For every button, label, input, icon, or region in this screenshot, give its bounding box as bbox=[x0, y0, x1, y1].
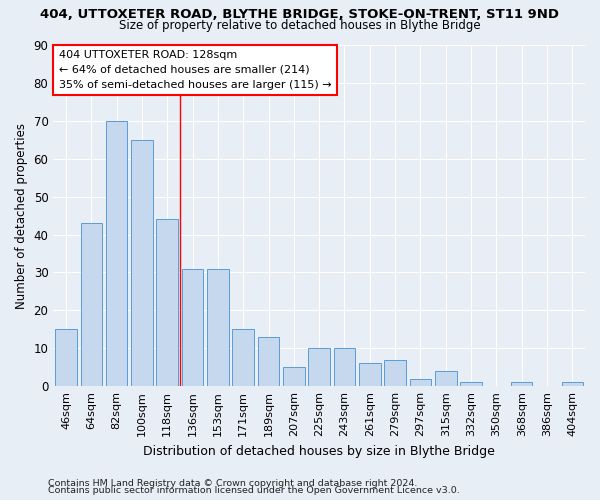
Text: 404 UTTOXETER ROAD: 128sqm
← 64% of detached houses are smaller (214)
35% of sem: 404 UTTOXETER ROAD: 128sqm ← 64% of deta… bbox=[59, 50, 331, 90]
Bar bbox=[232, 330, 254, 386]
X-axis label: Distribution of detached houses by size in Blythe Bridge: Distribution of detached houses by size … bbox=[143, 444, 495, 458]
Bar bbox=[258, 337, 279, 386]
Text: Contains HM Land Registry data © Crown copyright and database right 2024.: Contains HM Land Registry data © Crown c… bbox=[48, 478, 418, 488]
Bar bbox=[334, 348, 355, 386]
Text: Contains public sector information licensed under the Open Government Licence v3: Contains public sector information licen… bbox=[48, 486, 460, 495]
Bar bbox=[106, 121, 127, 386]
Bar bbox=[55, 330, 77, 386]
Bar bbox=[207, 268, 229, 386]
Bar bbox=[511, 382, 532, 386]
Bar bbox=[359, 364, 380, 386]
Bar bbox=[80, 223, 102, 386]
Text: Size of property relative to detached houses in Blythe Bridge: Size of property relative to detached ho… bbox=[119, 19, 481, 32]
Bar bbox=[410, 378, 431, 386]
Bar bbox=[283, 367, 305, 386]
Y-axis label: Number of detached properties: Number of detached properties bbox=[15, 122, 28, 308]
Bar bbox=[182, 268, 203, 386]
Bar bbox=[308, 348, 330, 386]
Bar bbox=[460, 382, 482, 386]
Bar bbox=[157, 220, 178, 386]
Bar bbox=[385, 360, 406, 386]
Text: 404, UTTOXETER ROAD, BLYTHE BRIDGE, STOKE-ON-TRENT, ST11 9ND: 404, UTTOXETER ROAD, BLYTHE BRIDGE, STOK… bbox=[41, 8, 560, 20]
Bar bbox=[562, 382, 583, 386]
Bar bbox=[435, 371, 457, 386]
Bar bbox=[131, 140, 152, 386]
